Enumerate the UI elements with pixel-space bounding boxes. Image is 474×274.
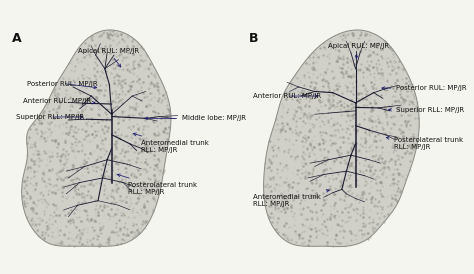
Text: Posterior RUL: MP/JR: Posterior RUL: MP/JR xyxy=(382,85,467,91)
Text: Apical RUL: MP/JR: Apical RUL: MP/JR xyxy=(328,43,389,58)
Text: Superior RLL: MP/JR: Superior RLL: MP/JR xyxy=(389,107,465,113)
Text: Posterior RUL: MP/JR: Posterior RUL: MP/JR xyxy=(27,81,98,89)
Text: Anteromedial trunk
RLL: MP/JR: Anteromedial trunk RLL: MP/JR xyxy=(253,190,329,207)
Text: B: B xyxy=(248,32,258,45)
Text: Apical RUL: MP/JR: Apical RUL: MP/JR xyxy=(78,48,139,67)
Text: Anterior RUL: MP/JR: Anterior RUL: MP/JR xyxy=(253,93,321,99)
Text: Anterior RUL: MP/JR: Anterior RUL: MP/JR xyxy=(23,98,95,104)
Text: A: A xyxy=(11,32,21,45)
Text: Anteromedial trunk
RLL: MP/JR: Anteromedial trunk RLL: MP/JR xyxy=(133,133,209,153)
Polygon shape xyxy=(22,30,171,246)
Text: Posterolateral trunk
RLL: MP/JR: Posterolateral trunk RLL: MP/JR xyxy=(118,174,197,195)
Polygon shape xyxy=(264,30,419,247)
Text: Middle lobe: MP/JR: Middle lobe: MP/JR xyxy=(145,115,246,121)
Text: Posterolateral trunk
RLL: MP/JR: Posterolateral trunk RLL: MP/JR xyxy=(386,136,463,150)
Text: Superior RLL: MP/JR: Superior RLL: MP/JR xyxy=(16,114,84,120)
